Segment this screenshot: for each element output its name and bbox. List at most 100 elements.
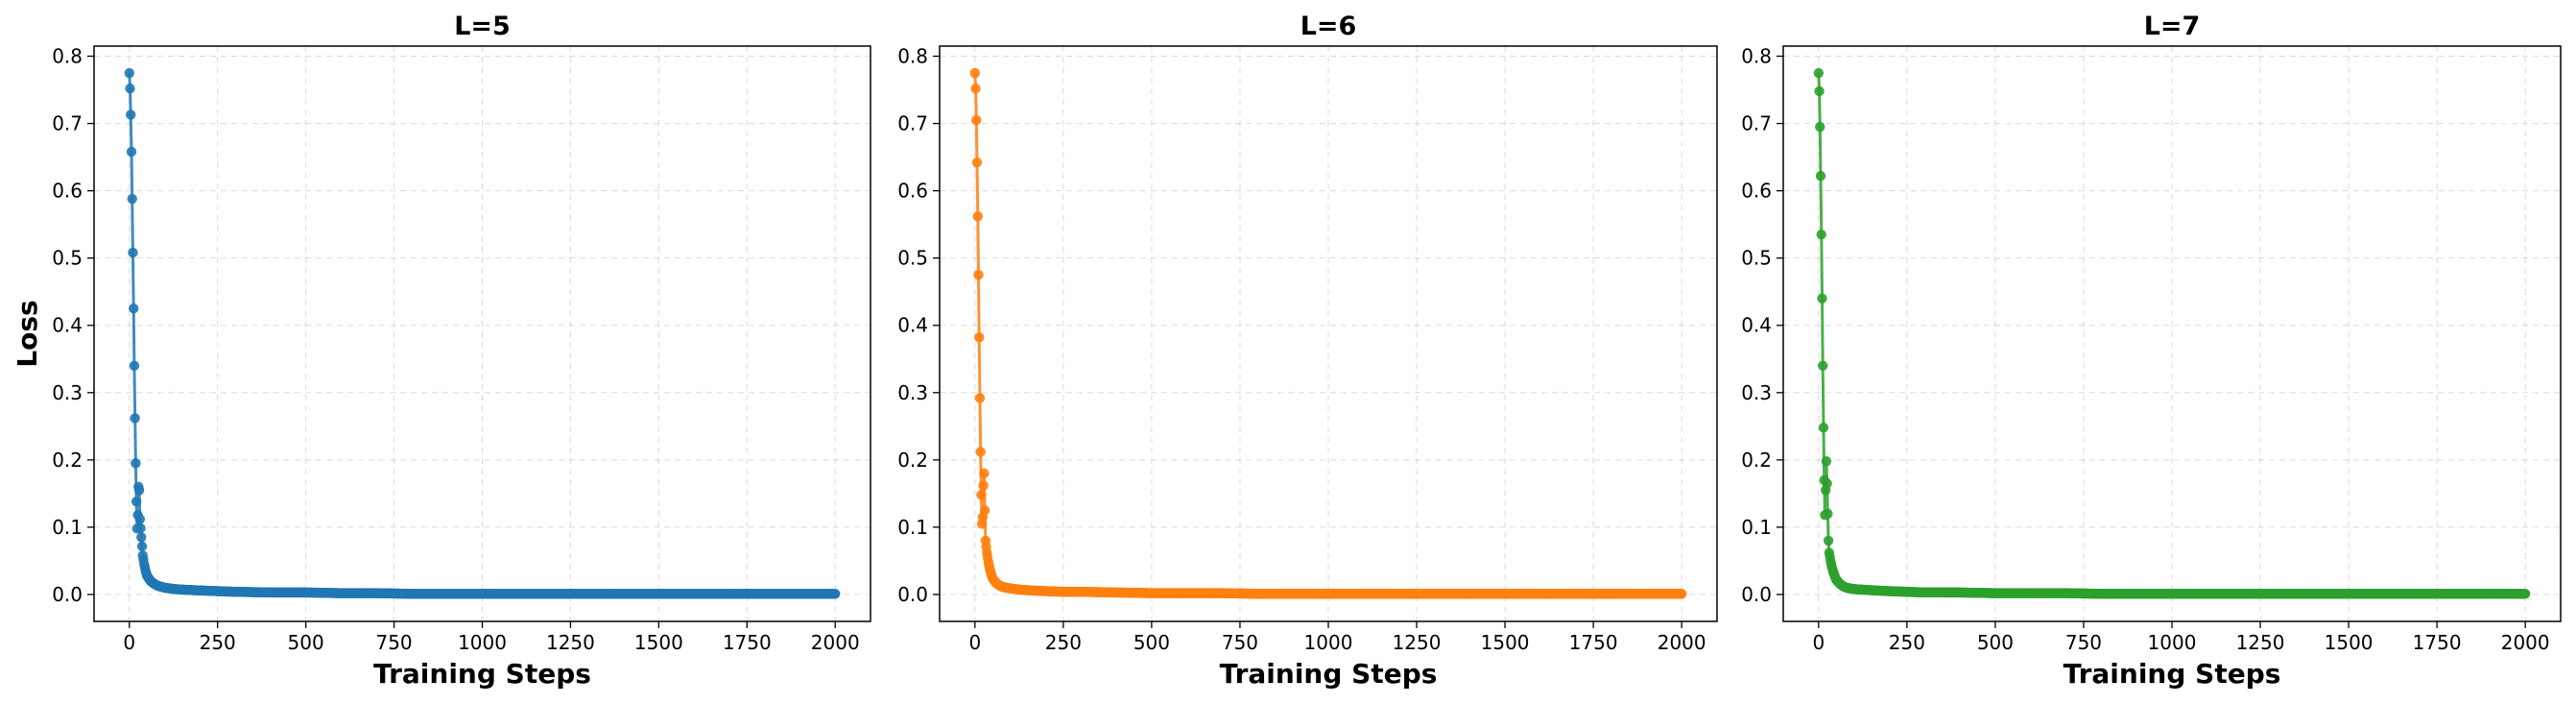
y-axis-label: Loss — [12, 300, 43, 367]
data-point — [128, 247, 138, 258]
y-tick-label: 0.4 — [1741, 314, 1772, 337]
x-tick-label: 1000 — [2148, 631, 2197, 654]
data-point — [1823, 508, 1833, 520]
data-point — [971, 158, 983, 168]
y-tick-label: 0.5 — [897, 247, 928, 270]
data-point — [131, 458, 141, 469]
x-tick-label: 750 — [375, 631, 412, 654]
x-tick-label: 1250 — [2236, 631, 2285, 654]
axes-frame — [939, 45, 1718, 622]
data-point — [1814, 85, 1825, 97]
x-tick-label: 750 — [2065, 631, 2102, 654]
series-markers — [1813, 67, 2531, 599]
x-tick-label: 1000 — [1304, 631, 1353, 654]
data-point — [136, 532, 147, 543]
axes-frame — [93, 45, 871, 622]
subplot-l5: 0 250 500 750 1000 1250 1500 1750 2000 0.0 0.1 0.2 0… — [12, 12, 871, 690]
y-tick-label: 0.4 — [52, 314, 83, 337]
data-point — [975, 447, 986, 457]
y-tick-label: 0.8 — [897, 45, 928, 68]
x-tick-label: 0 — [1812, 631, 1825, 654]
y-tick-label: 0.7 — [897, 112, 928, 135]
data-point — [971, 114, 982, 126]
data-point — [128, 303, 139, 314]
data-point — [1818, 423, 1829, 433]
x-tick-label: 2000 — [2501, 631, 2550, 654]
x-tick-label: 2000 — [1658, 631, 1706, 654]
y-tick-label: 0.2 — [52, 449, 83, 472]
data-point — [1818, 360, 1828, 371]
x-tick-label: 1500 — [2325, 631, 2373, 654]
series-markers — [124, 67, 841, 599]
data-point — [969, 67, 981, 79]
x-axis-label: Training Steps — [373, 658, 591, 690]
x-tick-label: 500 — [1977, 631, 2014, 654]
y-tick-label: 0.5 — [52, 247, 83, 270]
data-point — [129, 360, 140, 371]
data-point — [973, 269, 984, 280]
x-tick-label: 1500 — [634, 631, 683, 654]
x-tick-label: 1500 — [1481, 631, 1530, 654]
series-markers — [969, 67, 1687, 599]
y-tick-label: 0.7 — [1741, 112, 1772, 135]
y-tick-label: 0.0 — [52, 583, 83, 606]
data-point — [972, 211, 983, 222]
data-point — [133, 485, 145, 496]
x-tick-label: 750 — [1222, 631, 1258, 654]
y-tick-label: 0.6 — [1741, 180, 1772, 203]
y-tick-label: 0.1 — [52, 516, 83, 539]
subplot-title: L=7 — [2144, 12, 2201, 41]
y-tick-label: 0.0 — [1741, 583, 1772, 606]
data-point — [126, 109, 136, 120]
x-tick-label: 2000 — [811, 631, 860, 654]
x-tick-label: 0 — [123, 631, 135, 654]
data-point — [978, 480, 989, 491]
data-point — [126, 146, 137, 158]
data-point — [1676, 589, 1687, 599]
data-point — [1813, 67, 1825, 79]
subplot-l7: 0 250 500 750 1000 1250 1500 1750 2000 0.0 0.1 0.2 0… — [1741, 12, 2562, 690]
x-tick-label: 1250 — [1393, 631, 1442, 654]
data-point — [1823, 535, 1834, 546]
y-tick-label: 0.4 — [897, 314, 928, 337]
y-tick-label: 0.8 — [1741, 45, 1772, 68]
x-tick-label: 0 — [968, 631, 981, 654]
x-tick-label: 250 — [200, 631, 236, 654]
x-tick-label: 250 — [1045, 631, 1082, 654]
data-point — [1822, 478, 1832, 489]
data-point — [130, 413, 140, 424]
x-tick-label: 500 — [1133, 631, 1170, 654]
data-point — [976, 490, 987, 500]
y-tick-label: 0.2 — [897, 449, 928, 472]
data-point — [979, 505, 990, 516]
data-point — [134, 514, 146, 524]
data-point — [131, 497, 142, 507]
axes-frame — [1782, 45, 2562, 622]
subplot-title: L=5 — [454, 12, 511, 41]
y-tick-label: 0.6 — [897, 180, 928, 203]
y-tick-label: 0.1 — [1741, 516, 1772, 539]
x-tick-label: 500 — [288, 631, 324, 654]
y-tick-label: 0.8 — [52, 45, 83, 68]
data-point — [1821, 456, 1832, 467]
data-point — [136, 541, 148, 552]
y-tick-label: 0.7 — [52, 112, 83, 135]
subplot-l6: 0 250 500 750 1000 1250 1500 1750 2000 0.0 0.1 0.2 0… — [897, 12, 1718, 690]
y-tick-label: 0.5 — [1741, 247, 1772, 270]
data-point — [830, 589, 841, 599]
data-point — [135, 522, 146, 534]
x-axis-label: Training Steps — [1220, 658, 1438, 690]
y-tick-label: 0.3 — [52, 381, 83, 404]
data-point — [127, 193, 137, 205]
x-tick-label: 1750 — [723, 631, 772, 654]
y-tick-label: 0.3 — [897, 381, 928, 404]
data-point — [974, 393, 986, 403]
x-tick-label: 1000 — [458, 631, 507, 654]
y-tick-label: 0.1 — [897, 516, 928, 539]
data-point — [1817, 293, 1827, 303]
data-point — [970, 83, 981, 94]
x-axis-label: Training Steps — [2063, 658, 2281, 690]
data-point — [124, 67, 134, 79]
data-point — [979, 468, 990, 479]
